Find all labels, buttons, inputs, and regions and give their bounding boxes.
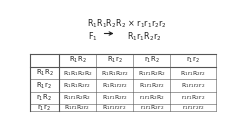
- Text: R$_1$r$_1$r$_2$r$_2$: R$_1$r$_1$r$_2$r$_2$: [181, 81, 205, 90]
- Text: R$_1$r$_1$R$_2$r$_2$: R$_1$r$_1$R$_2$r$_2$: [64, 103, 90, 112]
- Text: R$_1$r$_1$R$_2$r$_2$: R$_1$r$_1$R$_2$r$_2$: [127, 30, 162, 43]
- Text: R$_1$R$_1$R$_2$r$_2$: R$_1$R$_1$R$_2$r$_2$: [101, 69, 129, 78]
- Text: r$_1$r$_2$: r$_1$r$_2$: [37, 103, 51, 113]
- Text: R$_1$r$_1$R$_2$R$_2$: R$_1$r$_1$R$_2$R$_2$: [138, 69, 166, 78]
- Text: R$_1$r$_1$R$_2$R$_2$: R$_1$r$_1$R$_2$R$_2$: [64, 93, 91, 102]
- Text: R$_1$r$_2$: R$_1$r$_2$: [107, 55, 123, 65]
- Text: R$_1$r$_1$R$_2$r$_2$: R$_1$r$_1$R$_2$r$_2$: [139, 81, 165, 90]
- Text: R$_1$R$_1$R$_2$R$_2$ $\times$ r$_1$r$_1$r$_2$r$_2$: R$_1$R$_1$R$_2$R$_2$ $\times$ r$_1$r$_1$…: [87, 17, 167, 30]
- Text: R$_1$R$_1$R$_2$R$_2$: R$_1$R$_1$R$_2$R$_2$: [63, 69, 92, 78]
- Text: R$_1$r$_2$: R$_1$r$_2$: [36, 80, 52, 91]
- Text: r$_1$r$_1$r$_2$r$_2$: r$_1$r$_1$r$_2$r$_2$: [182, 103, 204, 112]
- Text: R$_1$r$_1$r$_2$r$_2$: R$_1$r$_1$r$_2$r$_2$: [102, 103, 127, 112]
- Text: r$_1$R$_2$: r$_1$R$_2$: [144, 55, 160, 65]
- Text: R$_1$R$_2$: R$_1$R$_2$: [68, 55, 86, 65]
- Text: R$_1$R$_1$r$_2$r$_2$: R$_1$R$_1$r$_2$r$_2$: [102, 81, 128, 90]
- Text: r$_1$r$_2$: r$_1$r$_2$: [186, 55, 200, 65]
- Text: r$_1$r$_1$R$_2$r$_2$: r$_1$r$_1$R$_2$r$_2$: [140, 103, 164, 112]
- Text: R$_1$R$_2$: R$_1$R$_2$: [36, 68, 53, 78]
- Text: R$_1$R$_1$R$_2$r$_2$: R$_1$R$_1$R$_2$r$_2$: [64, 81, 91, 90]
- Text: r$_1$R$_2$: r$_1$R$_2$: [36, 93, 52, 103]
- Text: r$_1$r$_1$R$_2$R$_2$: r$_1$r$_1$R$_2$R$_2$: [139, 93, 165, 102]
- Text: R$_1$r$_1$R$_2$r$_2$: R$_1$r$_1$R$_2$r$_2$: [180, 69, 206, 78]
- Text: r$_1$r$_1$R$_2$r$_2$: r$_1$r$_1$R$_2$r$_2$: [181, 93, 205, 102]
- Text: R$_1$r$_1$R$_2$r$_2$: R$_1$r$_1$R$_2$r$_2$: [102, 93, 128, 102]
- Text: F$_1$: F$_1$: [88, 30, 98, 43]
